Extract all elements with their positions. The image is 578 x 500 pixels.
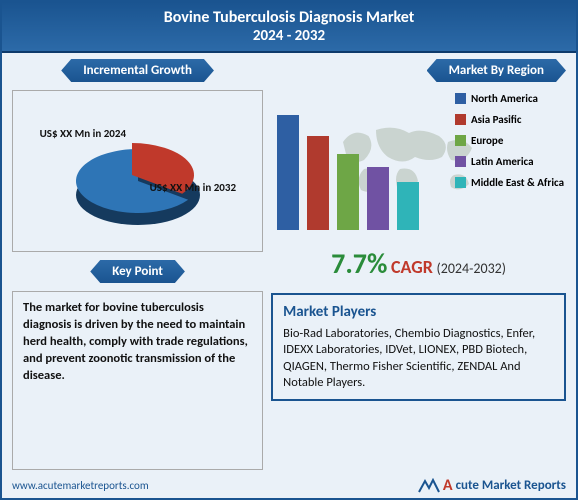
incremental-growth-ribbon: Incremental Growth bbox=[61, 59, 214, 82]
bar-chart-area bbox=[277, 110, 427, 230]
key-point-text: The market for bovine tuberculosis diagn… bbox=[23, 300, 252, 384]
infographic-frame: Bovine Tuberculosis Diagnosis Market 202… bbox=[0, 0, 578, 500]
pie-chart-svg bbox=[38, 103, 238, 243]
content-area: Incremental Growth US$ XX Mn in 2024 US$… bbox=[2, 53, 576, 474]
pie-label-2024: US$ XX Mn in 2024 bbox=[40, 127, 126, 140]
market-players-heading: Market Players bbox=[283, 303, 554, 321]
bar-4 bbox=[397, 182, 419, 230]
cagr-line: 7.7% CAGR (2024-2032) bbox=[271, 244, 566, 287]
pie-wrap: US$ XX Mn in 2024 US$ XX Mn in 2032 bbox=[38, 103, 238, 243]
legend-item-1: Asia Pasific bbox=[455, 113, 564, 126]
swatch-icon bbox=[455, 93, 466, 104]
bar-1 bbox=[307, 136, 329, 230]
region-ribbon-wrap: Market By Region bbox=[271, 59, 566, 82]
pie-label-2032: US$ XX Mn in 2032 bbox=[150, 181, 236, 194]
cagr-value: 7.7% bbox=[331, 246, 387, 281]
market-players-box: Market Players Bio-Rad Laboratories, Che… bbox=[271, 293, 566, 401]
legend-item-4: Middle East & Africa bbox=[455, 176, 564, 189]
cagr-period: (2024-2032) bbox=[436, 260, 506, 277]
legend-label: Middle East & Africa bbox=[471, 176, 564, 189]
swatch-icon bbox=[455, 135, 466, 146]
main-title: Bovine Tuberculosis Diagnosis Market bbox=[2, 8, 576, 27]
swatch-icon bbox=[455, 114, 466, 125]
title-bar: Bovine Tuberculosis Diagnosis Market 202… bbox=[2, 2, 576, 53]
legend-label: Europe bbox=[471, 134, 503, 147]
legend-item-3: Latin America bbox=[455, 155, 564, 168]
legend-label: Latin America bbox=[471, 155, 534, 168]
swatch-icon bbox=[455, 177, 466, 188]
pie-chart-box: US$ XX Mn in 2024 US$ XX Mn in 2032 bbox=[12, 90, 263, 252]
year-range: 2024 - 2032 bbox=[2, 27, 576, 45]
swatch-icon bbox=[455, 156, 466, 167]
bars-box: North America Asia Pasific Europe Latin Ame… bbox=[271, 88, 566, 238]
bar-0 bbox=[277, 115, 299, 230]
brand-logo: Acute Market Reports bbox=[418, 476, 566, 495]
key-point-ribbon: Key Point bbox=[90, 260, 185, 283]
legend-item-2: Europe bbox=[455, 134, 564, 147]
bar-2 bbox=[337, 154, 359, 230]
bar-3 bbox=[367, 167, 389, 230]
logo-letter: A bbox=[443, 476, 453, 495]
footer-url: www.acutemarketreports.com bbox=[12, 479, 149, 492]
key-point-box: The market for bovine tuberculosis diagn… bbox=[12, 291, 263, 470]
logo-text: cute Market Reports bbox=[456, 478, 566, 493]
market-by-region-ribbon: Market By Region bbox=[427, 59, 566, 82]
region-legend: North America Asia Pasific Europe Latin Ame… bbox=[455, 92, 564, 189]
footer: www.acutemarketreports.com Acute Market … bbox=[12, 476, 566, 495]
left-column: Incremental Growth US$ XX Mn in 2024 US$… bbox=[12, 59, 263, 470]
legend-item-0: North America bbox=[455, 92, 564, 105]
cagr-label: CAGR bbox=[391, 256, 433, 278]
legend-label: North America bbox=[471, 92, 538, 105]
market-players-text: Bio-Rad Laboratories, Chembio Diagnostic… bbox=[283, 326, 554, 391]
logo-icon bbox=[418, 478, 440, 494]
legend-label: Asia Pasific bbox=[471, 113, 522, 126]
right-column: Market By Region North America Asia Pasif… bbox=[271, 59, 566, 470]
